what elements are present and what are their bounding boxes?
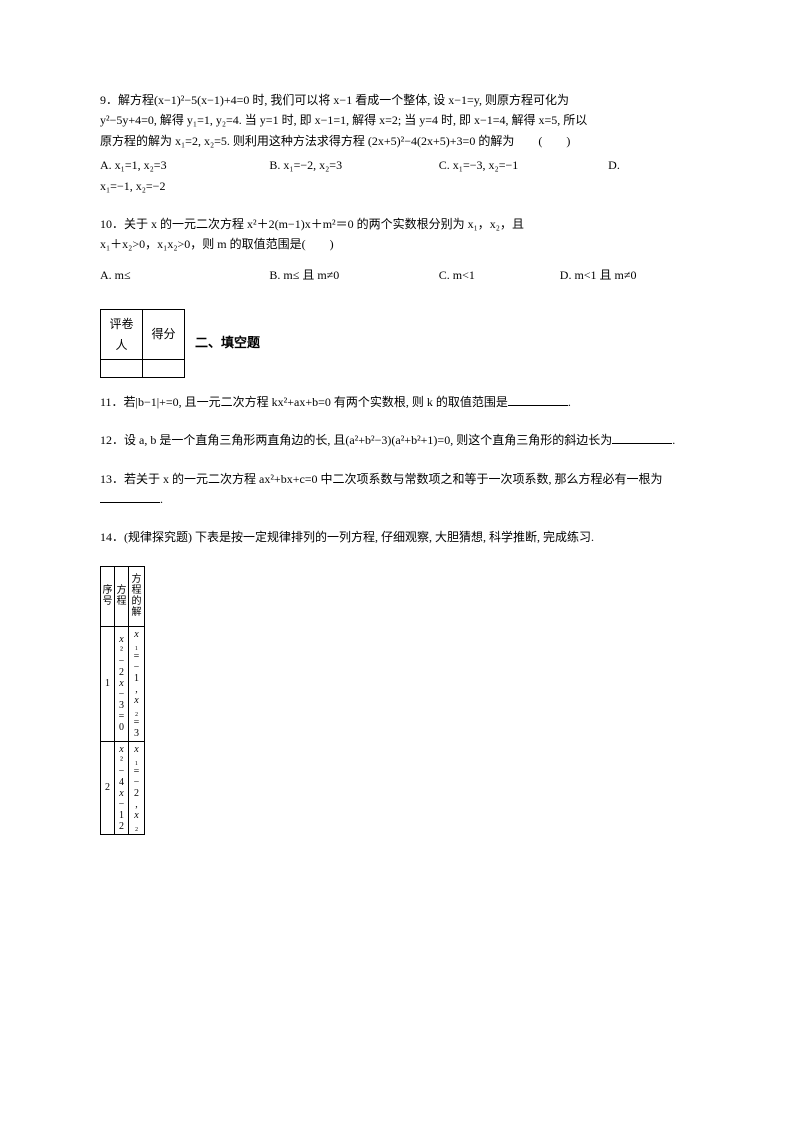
seq-r1-eq: x²−2x−3=0 — [115, 626, 129, 741]
question-11: 11．若|b−1|+=0, 且一元二次方程 kx²+ax+b=0 有两个实数根,… — [100, 392, 705, 412]
seq-r2-sol: x₁=−2,x₂ — [129, 741, 145, 834]
q9-options: A. x₁=1, x₂=3 B. x₁=−2, x₂=3 C. x₁=−3, x… — [100, 155, 705, 196]
q9-option-b: B. x₁=−2, x₂=3 — [269, 155, 438, 175]
q11-text: 11．若|b−1|+=0, 且一元二次方程 kx²+ax+b=0 有两个实数根,… — [100, 395, 508, 409]
score-cell — [143, 359, 185, 377]
question-10: 10．关于 x 的一元二次方程 x²＋2(m−1)x＋m²＝0 的两个实数根分别… — [100, 214, 705, 285]
seq-r2-eq: x²−4x−12 — [115, 741, 129, 834]
question-9: 9．解方程(x−1)²−5(x−1)+4=0 时, 我们可以将 x−1 看成一个… — [100, 90, 705, 196]
q10-option-c: C. m<1 — [439, 265, 560, 285]
score-label: 得分 — [143, 310, 185, 360]
seq-r1-n: 1 — [101, 626, 115, 741]
q10-options: A. m≤ B. m≤ 且 m≠0 C. m<1 D. m<1 且 m≠0 — [100, 265, 705, 285]
q13-text: 13．若关于 x 的一元二次方程 ax²+bx+c=0 中二次项系数与常数项之和… — [100, 472, 663, 486]
q10-option-b: B. m≤ 且 m≠0 — [269, 265, 438, 285]
q9-option-d-cont: x₁=−1, x₂=−2 — [100, 176, 705, 196]
q11-end: . — [568, 395, 571, 409]
scorer-cell — [101, 359, 143, 377]
section-2-title: 二、填空题 — [195, 332, 260, 354]
score-box-row: 评卷人 得分 二、填空题 — [100, 309, 705, 378]
q10-line1: 10．关于 x 的一元二次方程 x²＋2(m−1)x＋m²＝0 的两个实数根分别… — [100, 214, 705, 234]
q12-blank — [612, 434, 672, 445]
q9-option-a: A. x₁=1, x₂=3 — [100, 155, 269, 175]
q9-line1: 9．解方程(x−1)²−5(x−1)+4=0 时, 我们可以将 x−1 看成一个… — [100, 90, 705, 110]
seq-h2: 方程 — [115, 566, 129, 626]
score-table: 评卷人 得分 — [100, 309, 185, 378]
question-14: 14．(规律探究题) 下表是按一定规律排列的一列方程, 仔细观察, 大胆猜想, … — [100, 527, 705, 547]
q9-line3: 原方程的解为 x₁=2, x₂=5. 则利用这种方法求得方程 (2x+5)²−4… — [100, 131, 705, 151]
q10-line2: x₁＋x₂>0，x₁x₂>0，则 m 的取值范围是( ) — [100, 234, 705, 254]
q9-option-d: D. — [608, 155, 705, 175]
q11-blank — [508, 395, 568, 406]
seq-h1: 序号 — [101, 566, 115, 626]
seq-r1-sol: x₁=−1,x₂=3 — [129, 626, 145, 741]
q9-option-c: C. x₁=−3, x₂=−1 — [439, 155, 608, 175]
q14-text: 14．(规律探究题) 下表是按一定规律排列的一列方程, 仔细观察, 大胆猜想, … — [100, 530, 594, 544]
q13-blank — [100, 492, 160, 503]
seq-r2-n: 2 — [101, 741, 115, 834]
q10-option-a: A. m≤ — [100, 265, 269, 285]
sequence-table: 序号 方程 方程的解 1 x²−2x−3=0 x₁=−1,x₂=3 2 x²−4… — [100, 566, 145, 835]
q12-end: . — [672, 433, 675, 447]
seq-h3: 方程的解 — [129, 566, 145, 626]
scorer-label: 评卷人 — [101, 310, 143, 360]
q13-end: . — [160, 492, 163, 506]
q10-option-d: D. m<1 且 m≠0 — [560, 265, 705, 285]
q9-line2: y²−5y+4=0, 解得 y₁=1, y₂=4. 当 y=1 时, 即 x−1… — [100, 110, 705, 130]
q12-text: 12．设 a, b 是一个直角三角形两直角边的长, 且(a²+b²−3)(a²+… — [100, 433, 612, 447]
question-13: 13．若关于 x 的一元二次方程 ax²+bx+c=0 中二次项系数与常数项之和… — [100, 469, 705, 510]
question-12: 12．设 a, b 是一个直角三角形两直角边的长, 且(a²+b²−3)(a²+… — [100, 430, 705, 450]
